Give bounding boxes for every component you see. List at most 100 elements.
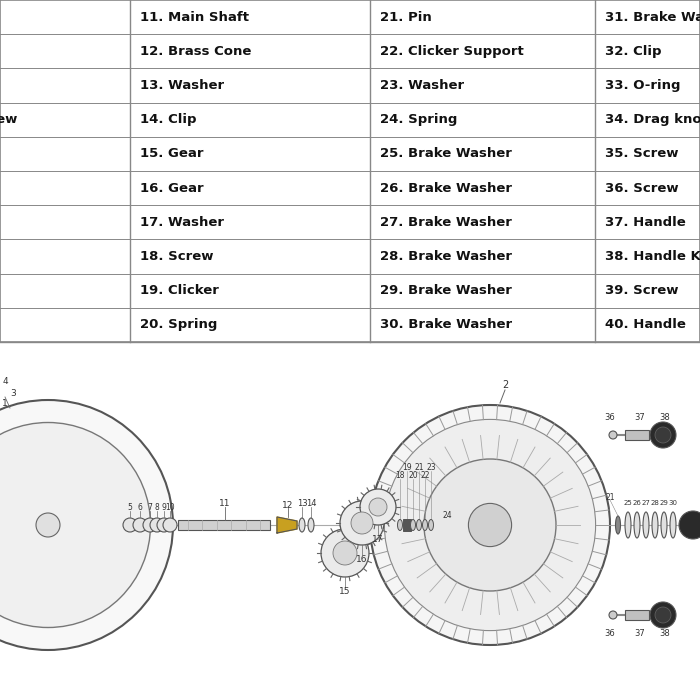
Bar xyxy=(178,520,270,530)
Circle shape xyxy=(36,513,60,537)
Text: 18. Screw: 18. Screw xyxy=(140,250,214,263)
Polygon shape xyxy=(277,517,297,533)
Circle shape xyxy=(340,501,384,545)
Text: 18: 18 xyxy=(395,470,405,480)
Circle shape xyxy=(609,431,617,439)
Circle shape xyxy=(0,400,173,650)
Text: 7: 7 xyxy=(148,503,153,512)
Text: 36. Screw: 36. Screw xyxy=(605,181,678,195)
Ellipse shape xyxy=(423,519,428,531)
Ellipse shape xyxy=(398,519,402,531)
Text: 36: 36 xyxy=(605,629,615,638)
Bar xyxy=(0,342,700,700)
Text: 29. Brake Washer: 29. Brake Washer xyxy=(380,284,512,298)
Text: 31. Brake Washer: 31. Brake Washer xyxy=(605,10,700,24)
Text: 15: 15 xyxy=(340,587,351,596)
Circle shape xyxy=(133,518,147,532)
Text: 28. Brake Washer: 28. Brake Washer xyxy=(380,250,512,263)
Circle shape xyxy=(384,419,596,631)
Circle shape xyxy=(650,422,676,448)
Text: 36: 36 xyxy=(605,412,615,421)
Circle shape xyxy=(369,498,387,516)
Text: 20. Spring: 20. Spring xyxy=(140,318,218,331)
Circle shape xyxy=(351,512,373,534)
Text: 13. Washer: 13. Washer xyxy=(140,79,224,92)
Text: 35. Screw: 35. Screw xyxy=(605,148,678,160)
Ellipse shape xyxy=(428,519,433,531)
Circle shape xyxy=(333,541,357,565)
Text: 2: 2 xyxy=(502,380,508,390)
Ellipse shape xyxy=(416,519,421,531)
Text: 17: 17 xyxy=(372,535,384,543)
Ellipse shape xyxy=(652,512,658,538)
Text: 23: 23 xyxy=(426,463,436,472)
Text: 37: 37 xyxy=(635,412,645,421)
Text: 30: 30 xyxy=(668,500,678,506)
Text: 13: 13 xyxy=(297,498,307,508)
Ellipse shape xyxy=(643,512,649,538)
Text: 21: 21 xyxy=(606,493,615,501)
Circle shape xyxy=(609,611,617,619)
Text: 37. Handle: 37. Handle xyxy=(605,216,686,229)
Text: 17. Washer: 17. Washer xyxy=(140,216,224,229)
Text: 16: 16 xyxy=(356,554,368,564)
Ellipse shape xyxy=(670,512,676,538)
Text: 25: 25 xyxy=(624,500,632,506)
Text: 26. Brake Washer: 26. Brake Washer xyxy=(380,181,512,195)
Circle shape xyxy=(157,518,171,532)
Circle shape xyxy=(163,518,177,532)
Text: 6: 6 xyxy=(138,503,142,512)
Circle shape xyxy=(655,427,671,443)
Text: 20: 20 xyxy=(408,470,418,480)
Ellipse shape xyxy=(625,512,631,538)
Text: 32. Clip: 32. Clip xyxy=(605,45,661,58)
Text: 38: 38 xyxy=(659,629,671,638)
Text: 12. Brass Cone: 12. Brass Cone xyxy=(140,45,251,58)
Ellipse shape xyxy=(615,516,620,534)
Text: 14: 14 xyxy=(306,498,316,508)
Text: 9: 9 xyxy=(162,503,167,512)
Ellipse shape xyxy=(634,512,640,538)
Text: 34. Drag knob: 34. Drag knob xyxy=(605,113,700,126)
Ellipse shape xyxy=(299,518,305,532)
Text: 8: 8 xyxy=(155,503,160,512)
Text: 27. Brake Washer: 27. Brake Washer xyxy=(380,216,512,229)
Text: 33. O-ring: 33. O-ring xyxy=(605,79,680,92)
Circle shape xyxy=(424,459,556,591)
Text: 5: 5 xyxy=(127,503,132,512)
Text: 16. Gear: 16. Gear xyxy=(140,181,204,195)
Bar xyxy=(403,519,411,531)
Text: 39. Screw: 39. Screw xyxy=(605,284,678,298)
Circle shape xyxy=(650,602,676,628)
Text: 11. Main Shaft: 11. Main Shaft xyxy=(140,10,249,24)
Text: 40. Handle: 40. Handle xyxy=(605,318,686,331)
Text: 23. Washer: 23. Washer xyxy=(380,79,464,92)
Text: 25. Brake Washer: 25. Brake Washer xyxy=(380,148,512,160)
Text: 22: 22 xyxy=(420,470,430,480)
Text: 21: 21 xyxy=(414,463,424,472)
Ellipse shape xyxy=(661,512,667,538)
Bar xyxy=(0,0,700,342)
Text: 19. Clicker: 19. Clicker xyxy=(140,284,219,298)
Circle shape xyxy=(655,607,671,623)
Circle shape xyxy=(143,518,157,532)
Text: 10: 10 xyxy=(165,503,175,512)
Text: 28: 28 xyxy=(650,500,659,506)
Text: 24: 24 xyxy=(442,510,452,519)
Circle shape xyxy=(123,518,137,532)
Text: 22. Clicker Support: 22. Clicker Support xyxy=(380,45,524,58)
Text: 4: 4 xyxy=(2,377,8,386)
Text: 11: 11 xyxy=(219,498,231,508)
Text: 19: 19 xyxy=(402,463,412,472)
Text: 26: 26 xyxy=(633,500,641,506)
Circle shape xyxy=(321,529,369,577)
Ellipse shape xyxy=(308,518,314,532)
Text: 14. Clip: 14. Clip xyxy=(140,113,197,126)
Bar xyxy=(625,610,649,620)
Circle shape xyxy=(370,405,610,645)
Text: 4. Foot Screw: 4. Foot Screw xyxy=(0,113,18,126)
Text: 30. Brake Washer: 30. Brake Washer xyxy=(380,318,512,331)
Text: 21. Pin: 21. Pin xyxy=(380,10,432,24)
Text: 27: 27 xyxy=(642,500,650,506)
Text: 12: 12 xyxy=(282,500,294,510)
